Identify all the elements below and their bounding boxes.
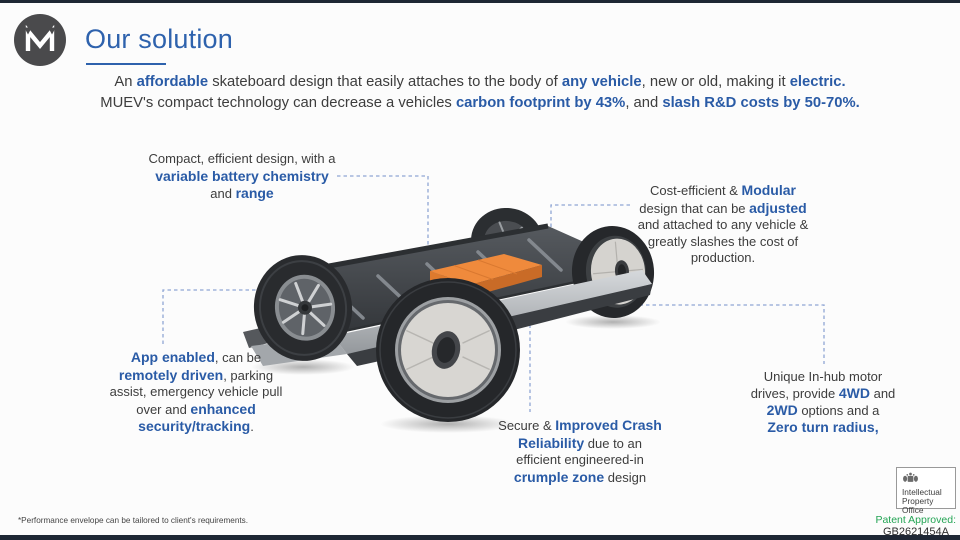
wheel-front-left (376, 278, 520, 422)
ipo-text-line: Intellectual (902, 487, 942, 497)
intro-line-1: An affordable skateboard design that eas… (114, 74, 846, 90)
callout-crash-reliability: Secure & Improved Crash Reliability due t… (498, 417, 662, 485)
callout-app-enabled: App enabled, can be remotely driven, park… (109, 349, 283, 434)
patent-approved-label: Patent Approved: (875, 514, 956, 526)
bottom-edge-bar (0, 535, 960, 540)
m-logo-icon (14, 14, 66, 66)
ipo-text-line: Property (902, 495, 934, 506)
royal-crest-icon (903, 472, 918, 482)
ipo-text-line: Office (902, 504, 924, 515)
footnote: *Performance envelope can be tailored to… (18, 516, 249, 525)
callout-inhub-motor: Unique In-hub motor drives, provide 4WD a… (750, 369, 896, 435)
page-title: Our solution (85, 24, 233, 54)
company-logo (14, 14, 66, 66)
ipo-logo: Intellectual Property Office (896, 467, 956, 514)
intro-paragraph: An affordable skateboard design that eas… (20, 72, 940, 114)
wheel-rear-left (253, 255, 353, 361)
callout-modular: Cost-efficient & Modular design that can … (637, 182, 809, 265)
vehicle-illustration (243, 207, 661, 433)
skateboard-chassis-image (235, 200, 725, 435)
top-edge-bar (0, 0, 960, 3)
intro-line-2: MUEV's compact technology can decrease a… (100, 95, 860, 111)
callout-battery: Compact, efficient design, with a variabl… (148, 151, 336, 201)
title-underline (86, 63, 166, 65)
